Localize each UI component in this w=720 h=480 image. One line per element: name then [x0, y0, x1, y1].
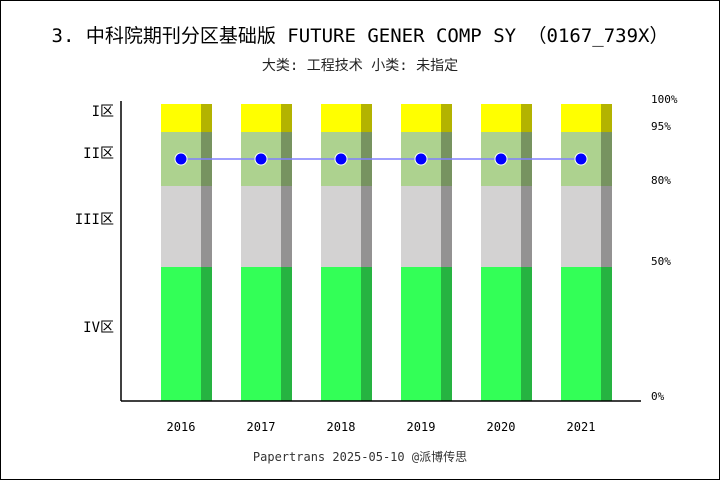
x-tick-label: 2021 [567, 420, 596, 434]
bar-segment-shadow [281, 267, 292, 401]
zone-label: I区 [92, 104, 114, 120]
zone-label: III区 [75, 212, 114, 228]
bar-segment-shadow [281, 104, 292, 132]
bar-segment [161, 104, 201, 132]
bar-segment [481, 267, 521, 401]
bar-segment [241, 186, 281, 267]
bar-segment-shadow [521, 186, 532, 267]
bar-segment-shadow [441, 267, 452, 401]
bar-segment [401, 104, 441, 132]
bar-segment [401, 186, 441, 267]
data-point [494, 152, 508, 166]
data-point [574, 152, 588, 166]
percent-tick-label: 95% [651, 120, 671, 133]
bar-segment [481, 186, 521, 267]
bar-segment-shadow [281, 186, 292, 267]
bar-segment [561, 186, 601, 267]
percent-tick-label: 100% [651, 93, 678, 106]
x-tick-label: 2020 [487, 420, 516, 434]
bar-segment-shadow [441, 104, 452, 132]
chart-title: 3. 中科院期刊分区基础版 FUTURE GENER COMP SY （0167… [51, 25, 669, 47]
bar-segment-shadow [361, 186, 372, 267]
bar-segment-shadow [521, 104, 532, 132]
footer: Papertrans 2025-05-10 @派博传思 [252, 450, 468, 464]
bar-segment-shadow [601, 132, 612, 186]
bar-segment-shadow [201, 186, 212, 267]
bar-segment [321, 186, 361, 267]
bar-segment [401, 267, 441, 401]
bar-segment-shadow [361, 104, 372, 132]
zone-label: II区 [83, 146, 114, 162]
bar-segment-shadow [201, 267, 212, 401]
bar-segment-shadow [201, 104, 212, 132]
data-point [174, 152, 188, 166]
x-tick-label: 2016 [167, 420, 196, 434]
bar-segment [321, 104, 361, 132]
bar-segment [561, 267, 601, 401]
bar-segment [481, 104, 521, 132]
bar-segment-shadow [521, 267, 532, 401]
bar-segment-shadow [601, 104, 612, 132]
bar-segment [241, 104, 281, 132]
bar-segment-shadow [361, 267, 372, 401]
x-tick-label: 2019 [407, 420, 436, 434]
percent-tick-label: 50% [651, 255, 671, 268]
bar-segment-shadow [441, 186, 452, 267]
chart-subtitle: 大类: 工程技术 小类: 未指定 [261, 58, 459, 74]
data-point [334, 152, 348, 166]
zone-label: IV区 [83, 320, 114, 336]
percent-tick-label: 0% [651, 390, 665, 403]
bar-segment [241, 267, 281, 401]
x-tick-label: 2017 [247, 420, 276, 434]
data-point [414, 152, 428, 166]
bar-segment-shadow [601, 267, 612, 401]
x-tick-label: 2018 [327, 420, 356, 434]
bar-segment [321, 267, 361, 401]
percent-tick-label: 80% [651, 174, 671, 187]
bar-segment-shadow [601, 186, 612, 267]
bar-segment [161, 186, 201, 267]
data-point [254, 152, 268, 166]
bar-segment [561, 104, 601, 132]
bar-segment [161, 267, 201, 401]
